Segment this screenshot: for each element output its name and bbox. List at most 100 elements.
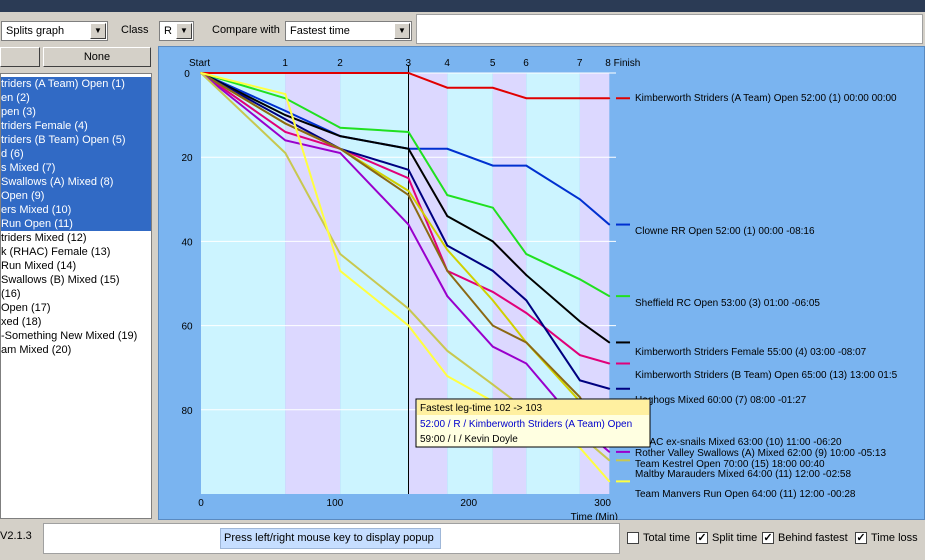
series-label: Kimberworth Striders (B Team) Open 65:00… <box>635 370 898 381</box>
team-list-item[interactable]: Swallows (A) Mixed (8) <box>1 175 151 189</box>
checkbox-total-time[interactable]: Total time <box>627 530 690 546</box>
series-label: Kimberworth Striders (A Team) Open 52:00… <box>635 93 897 104</box>
team-list-item[interactable]: Run Mixed (14) <box>1 260 77 272</box>
team-list-item[interactable]: triders Mixed (12) <box>1 232 87 244</box>
popup-line-2: 59:00 / I / Kevin Doyle <box>420 434 518 445</box>
series-point <box>525 341 528 344</box>
series-point <box>608 480 611 483</box>
x-tick-label: 200 <box>460 498 477 509</box>
team-list-item[interactable]: Open (9) <box>1 189 151 203</box>
control-label: Start <box>189 58 210 69</box>
team-list-item[interactable]: triders (B Team) Open (5) <box>1 133 151 147</box>
series-point <box>608 362 611 365</box>
series-point <box>491 299 494 302</box>
team-list-item[interactable]: Run Open (11) <box>1 217 151 231</box>
series-label: Hoghogs Mixed 60:00 (7) 08:00 -01:27 <box>635 395 807 406</box>
series-point <box>608 223 611 226</box>
series-point <box>446 244 449 247</box>
window-title-strip <box>0 0 925 12</box>
control-label: 6 <box>523 58 529 69</box>
team-list-item[interactable]: ers Mixed (10) <box>1 203 151 217</box>
series-point <box>491 206 494 209</box>
series-point <box>407 72 410 74</box>
control-label: 5 <box>490 58 496 69</box>
class-select[interactable]: R ▼ <box>159 21 194 41</box>
series-point <box>525 274 528 276</box>
team-list-item[interactable]: en (2) <box>1 91 151 105</box>
series-point <box>608 341 611 344</box>
team-list-item[interactable]: Swallows (B) Mixed (15) <box>1 274 120 286</box>
series-label: Sheffield RC Open 53:00 (3) 01:00 -06:05 <box>635 298 820 309</box>
team-list-item[interactable]: k (RHAC) Female (13) <box>1 246 111 258</box>
series-point <box>491 324 494 327</box>
series-point <box>491 164 494 167</box>
series-point <box>339 253 342 255</box>
series-point <box>284 109 287 112</box>
x-tick-label: 300 <box>594 498 611 509</box>
series-point <box>446 295 449 298</box>
team-list-item[interactable]: (16) <box>1 288 21 300</box>
series-point <box>491 291 494 293</box>
control-label: 7 <box>577 58 583 69</box>
chevron-down-icon[interactable]: ▼ <box>176 23 192 39</box>
team-list-item[interactable]: -Something New Mixed (19) <box>1 330 138 342</box>
popup-title: Fastest leg-time 102 -> 103 <box>420 403 542 414</box>
compare-label: Compare with <box>212 24 280 36</box>
series-point <box>446 194 449 196</box>
control-label: 3 <box>406 58 412 69</box>
splits-chart[interactable]: Start 1 2 3 4 5 6 7 8 Finish 0 20 40 60 80 0 100 200 300 T… <box>159 47 925 523</box>
class-label: Class <box>121 24 149 36</box>
view-select[interactable]: Splits graph ▼ <box>1 21 108 41</box>
y-tick-label: 60 <box>181 322 193 333</box>
all-button[interactable] <box>0 47 40 67</box>
splits-graph[interactable]: Start 1 2 3 4 5 6 7 8 Finish 0 20 40 60 80 0 100 200 300 T… <box>158 46 925 523</box>
series-point <box>339 152 342 154</box>
checkbox-box[interactable]: ✓ <box>855 532 867 544</box>
series-point <box>446 349 449 352</box>
series-point <box>491 345 494 348</box>
control-label: 1 <box>282 58 288 69</box>
checkbox-time-loss[interactable]: ✓ Time loss <box>855 530 918 546</box>
checkbox-label: Time loss <box>871 532 918 544</box>
checkbox-box[interactable]: ✓ <box>696 532 708 544</box>
checkbox-behind-fastest[interactable]: ✓ Behind fastest <box>762 530 848 546</box>
compare-select[interactable]: Fastest time ▼ <box>285 21 412 41</box>
series-point <box>407 189 410 192</box>
checkbox-box[interactable] <box>627 532 639 544</box>
team-list-item[interactable]: d (6) <box>1 147 151 161</box>
series-point <box>525 362 528 365</box>
checkbox-split-time[interactable]: ✓ Split time <box>696 530 757 546</box>
popup-line-1: 52:00 / R / Kimberworth Striders (A Team… <box>420 419 632 430</box>
series-point <box>446 269 449 272</box>
team-list-item[interactable]: triders Female (4) <box>1 119 151 133</box>
leg-band <box>201 73 286 494</box>
team-list-item[interactable]: xed (18) <box>1 316 42 328</box>
control-label: 4 <box>444 58 450 69</box>
series-point <box>446 248 449 251</box>
checkbox-box[interactable]: ✓ <box>762 532 774 544</box>
series-label: Maltby Marauders Mixed 64:00 (11) 12:00 … <box>635 469 851 480</box>
team-list-item[interactable]: am Mixed (20) <box>1 344 72 356</box>
series-point <box>578 278 581 281</box>
y-tick-label: 0 <box>184 69 190 80</box>
toolbar-blank-area <box>416 14 923 44</box>
team-list-item[interactable]: triders (A Team) Open (1) <box>1 77 151 91</box>
none-button[interactable]: None <box>43 47 151 67</box>
chevron-down-icon[interactable]: ▼ <box>90 23 106 39</box>
series-label: Clowne RR Open 52:00 (1) 00:00 -08:16 <box>635 226 815 237</box>
team-list-item[interactable]: Open (17) <box>1 302 51 314</box>
team-list-item[interactable]: pen (3) <box>1 105 151 119</box>
series-point <box>446 215 449 218</box>
series-point <box>446 86 449 89</box>
team-list[interactable]: triders (A Team) Open (1) en (2) pen (3) tr… <box>0 73 152 519</box>
series-point <box>200 72 202 74</box>
series-point <box>284 114 287 116</box>
series-point <box>284 118 287 121</box>
y-tick-label: 20 <box>181 153 193 164</box>
chevron-down-icon[interactable]: ▼ <box>394 23 410 39</box>
team-list-item[interactable]: s Mixed (7) <box>1 161 151 175</box>
series-point <box>491 86 494 89</box>
version-label: V2.1.3 <box>0 530 32 542</box>
series-point <box>284 139 287 142</box>
series-point <box>578 198 581 201</box>
